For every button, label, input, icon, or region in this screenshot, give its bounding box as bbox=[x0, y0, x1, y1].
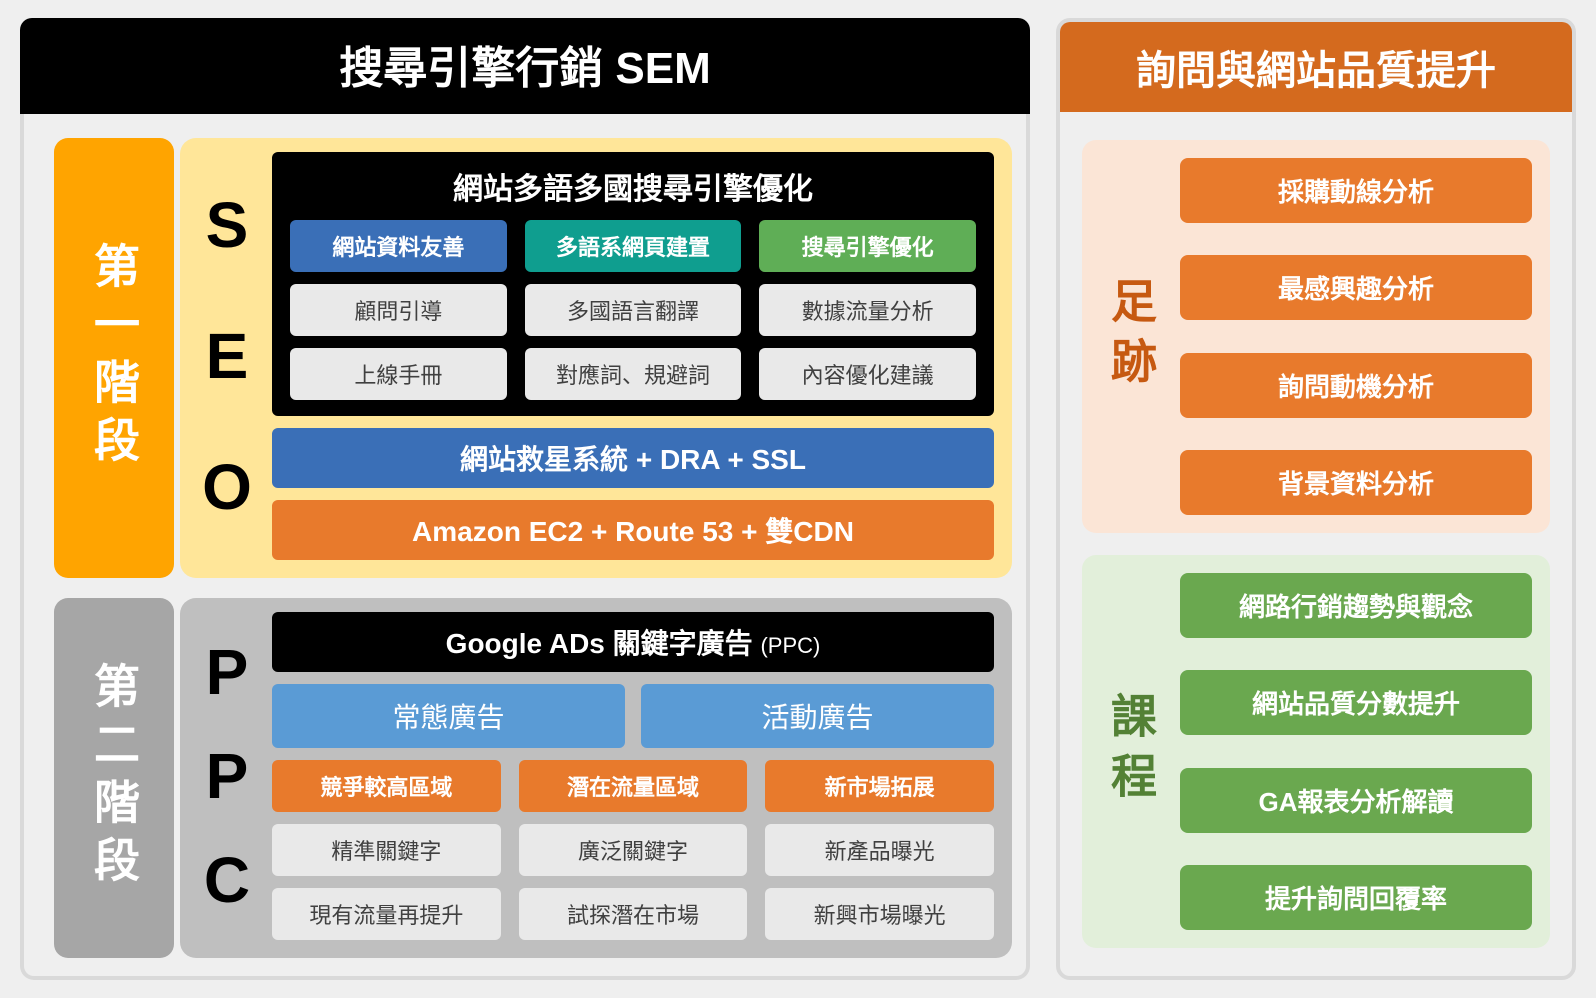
ppc-grid-cell: 潛在流量區域 bbox=[519, 760, 748, 812]
seo-grid-cell: 多國語言翻譯 bbox=[525, 284, 742, 336]
group-item: 網站品質分數提升 bbox=[1180, 670, 1532, 735]
ppc-panel: P P C Google ADs 關鍵字廣告 (PPC) 常態廣告活動廣告 競爭… bbox=[180, 598, 1012, 958]
group-item: 詢問動機分析 bbox=[1180, 353, 1532, 418]
page-root: 搜尋引擎行銷 SEM 第一階段 S E O 網站多語多國搜尋引擎優化 網站資料友… bbox=[0, 0, 1596, 998]
ppc-grid-cell: 現有流量再提升 bbox=[272, 888, 501, 940]
ppc-grid: 競爭較高區域潛在流量區域新市場拓展精準關鍵字廣泛關鍵字新產品曝光現有流量再提升試… bbox=[272, 760, 994, 940]
quality-group-green: 課程網路行銷趨勢與觀念網站品質分數提升 GA報表分析解讀提升詢問回覆率 bbox=[1082, 555, 1550, 948]
ppc-acronym: P P C bbox=[194, 612, 260, 940]
acronym-letter: C bbox=[194, 848, 260, 912]
ppc-grid-cell: 新市場拓展 bbox=[765, 760, 994, 812]
group-label: 課程 bbox=[1096, 573, 1166, 930]
ppc-grid-cell: 新興市場曝光 bbox=[765, 888, 994, 940]
phase2-row: 第二階段 P P C Google ADs 關鍵字廣告 (PPC) 常態廣告活動… bbox=[24, 598, 1026, 958]
ppc-grid-cell: 競爭較高區域 bbox=[272, 760, 501, 812]
group-item: GA報表分析解讀 bbox=[1180, 768, 1532, 833]
quality-group-orange: 足跡採購動線分析最感興趣分析詢問動機分析背景資料分析 bbox=[1082, 140, 1550, 533]
ppc-grid-cell: 試探潛在市場 bbox=[519, 888, 748, 940]
group-items: 網路行銷趨勢與觀念網站品質分數提升 GA報表分析解讀提升詢問回覆率 bbox=[1180, 573, 1532, 930]
ppc-grid-cell: 廣泛關鍵字 bbox=[519, 824, 748, 876]
ppc-blue-row: 常態廣告活動廣告 bbox=[272, 684, 994, 748]
seo-grid: 網站資料友善多語系網頁建置搜尋引擎優化顧問引導多國語言翻譯數據流量分析上線手冊對… bbox=[290, 220, 976, 400]
seo-grid-cell: 網站資料友善 bbox=[290, 220, 507, 272]
seo-panel: S E O 網站多語多國搜尋引擎優化 網站資料友善多語系網頁建置搜尋引擎優化顧問… bbox=[180, 138, 1012, 578]
seo-bars: 網站救星系統 + DRA + SSL Amazon EC2 + Route 53 … bbox=[272, 428, 994, 560]
sem-header: 搜尋引擎行銷 SEM bbox=[20, 18, 1030, 114]
ppc-title-sub: (PPC) bbox=[760, 633, 820, 658]
ppc-grid-cell: 精準關鍵字 bbox=[272, 824, 501, 876]
group-item: 背景資料分析 bbox=[1180, 450, 1532, 515]
group-item: 採購動線分析 bbox=[1180, 158, 1532, 223]
sem-body: 第一階段 S E O 網站多語多國搜尋引擎優化 網站資料友善多語系網頁建置搜尋引… bbox=[20, 114, 1030, 980]
acronym-letter: P bbox=[194, 744, 260, 808]
seo-grid-cell: 對應詞、規避詞 bbox=[525, 348, 742, 400]
quality-body: 足跡採購動線分析最感興趣分析詢問動機分析背景資料分析課程網路行銷趨勢與觀念網站品… bbox=[1060, 112, 1572, 976]
seo-acronym: S E O bbox=[194, 152, 260, 560]
group-items: 採購動線分析最感興趣分析詢問動機分析背景資料分析 bbox=[1180, 158, 1532, 515]
group-item: 最感興趣分析 bbox=[1180, 255, 1532, 320]
seo-grid-cell: 顧問引導 bbox=[290, 284, 507, 336]
group-item: 提升詢問回覆率 bbox=[1180, 865, 1532, 930]
phase2-label: 第二階段 bbox=[54, 598, 174, 958]
ppc-tab: 活動廣告 bbox=[641, 684, 994, 748]
seo-grid-cell: 內容優化建議 bbox=[759, 348, 976, 400]
seo-bar: 網站救星系統 + DRA + SSL bbox=[272, 428, 994, 488]
ppc-grid-cell: 新產品曝光 bbox=[765, 824, 994, 876]
ppc-title: Google ADs 關鍵字廣告 (PPC) bbox=[272, 612, 994, 672]
group-item: 網路行銷趨勢與觀念 bbox=[1180, 573, 1532, 638]
acronym-letter: E bbox=[194, 324, 260, 388]
acronym-letter: P bbox=[194, 640, 260, 704]
acronym-letter: O bbox=[194, 455, 260, 519]
group-label: 足跡 bbox=[1096, 158, 1166, 515]
sem-column: 搜尋引擎行銷 SEM 第一階段 S E O 網站多語多國搜尋引擎優化 網站資料友… bbox=[20, 18, 1030, 980]
seo-black-box: 網站多語多國搜尋引擎優化 網站資料友善多語系網頁建置搜尋引擎優化顧問引導多國語言… bbox=[272, 152, 994, 416]
phase1-row: 第一階段 S E O 網站多語多國搜尋引擎優化 網站資料友善多語系網頁建置搜尋引… bbox=[24, 138, 1026, 578]
seo-grid-cell: 多語系網頁建置 bbox=[525, 220, 742, 272]
seo-title: 網站多語多國搜尋引擎優化 bbox=[290, 164, 976, 208]
phase1-label: 第一階段 bbox=[54, 138, 174, 578]
ppc-title-main: Google ADs 關鍵字廣告 bbox=[446, 628, 761, 659]
quality-header: 詢問與網站品質提升 bbox=[1060, 22, 1572, 112]
seo-grid-cell: 數據流量分析 bbox=[759, 284, 976, 336]
seo-bar: Amazon EC2 + Route 53 + 雙CDN bbox=[272, 500, 994, 560]
acronym-letter: S bbox=[194, 193, 260, 257]
ppc-tab: 常態廣告 bbox=[272, 684, 625, 748]
seo-grid-cell: 搜尋引擎優化 bbox=[759, 220, 976, 272]
seo-inner: 網站多語多國搜尋引擎優化 網站資料友善多語系網頁建置搜尋引擎優化顧問引導多國語言… bbox=[272, 152, 994, 560]
quality-column: 詢問與網站品質提升 足跡採購動線分析最感興趣分析詢問動機分析背景資料分析課程網路… bbox=[1056, 18, 1576, 980]
ppc-inner: Google ADs 關鍵字廣告 (PPC) 常態廣告活動廣告 競爭較高區域潛在… bbox=[272, 612, 994, 940]
seo-grid-cell: 上線手冊 bbox=[290, 348, 507, 400]
